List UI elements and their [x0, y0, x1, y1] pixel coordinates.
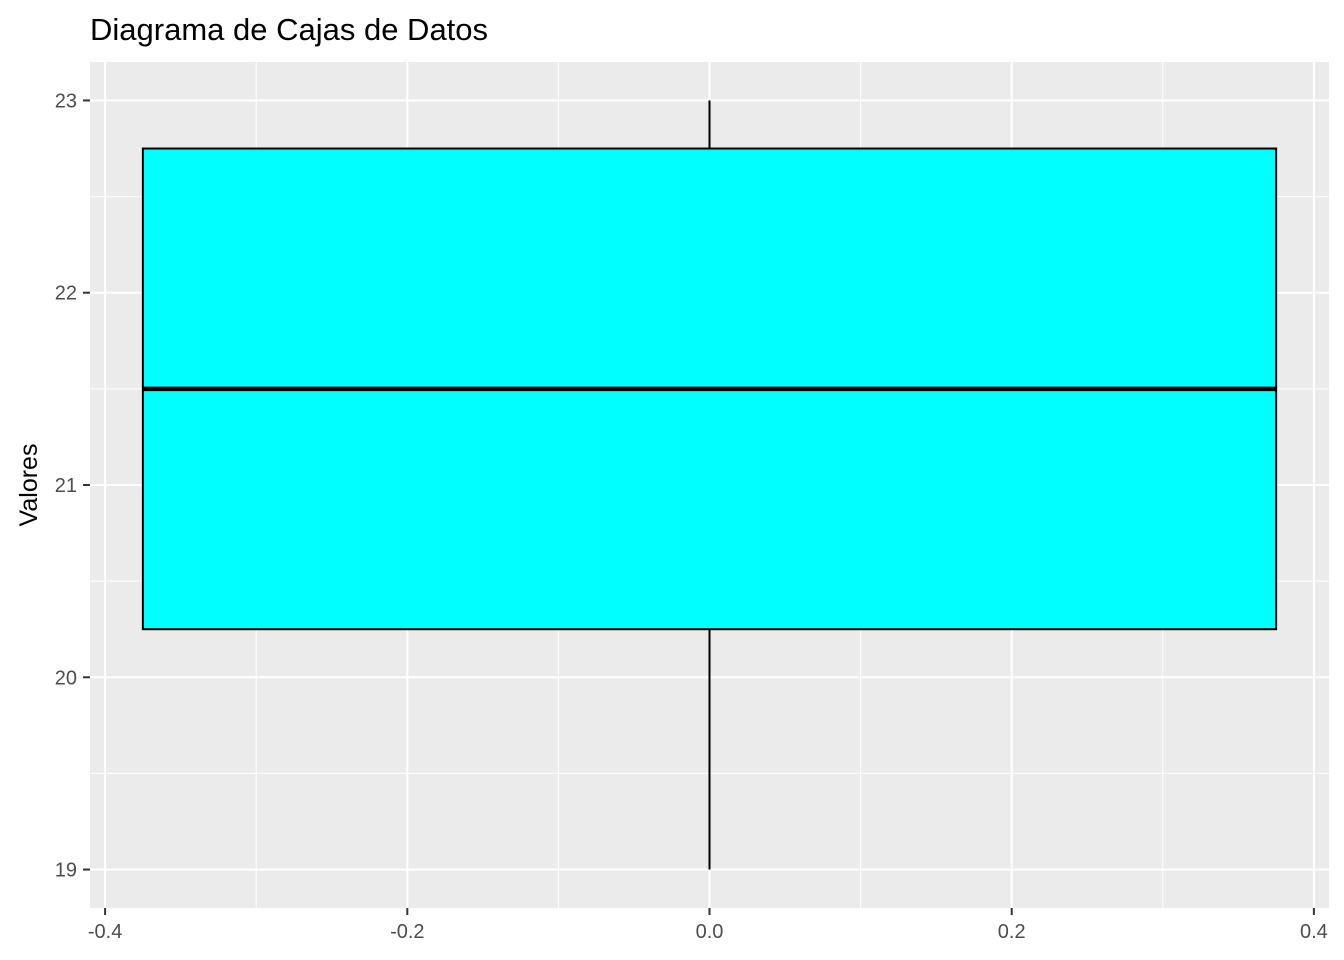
y-tick-label: 21 — [55, 475, 77, 497]
box-group — [141, 100, 1278, 870]
x-tick-label: 0.0 — [696, 921, 724, 943]
y-tick-label: 22 — [55, 283, 77, 305]
x-tick-label: 0.2 — [998, 921, 1026, 943]
x-tick-label: -0.2 — [390, 921, 424, 943]
axis-ticks — [83, 99, 1315, 915]
chart-title: Diagrama de Cajas de Datos — [90, 12, 488, 47]
axis-tick-labels: 19 20 21 22 23 -0.4 -0.2 0.0 0.2 0.4 — [55, 90, 1328, 943]
x-tick-label: -0.4 — [88, 921, 122, 943]
y-tick-label: 19 — [55, 860, 77, 882]
y-tick-label: 20 — [55, 667, 77, 689]
y-tick-label: 23 — [55, 90, 77, 112]
y-axis-title: Valores — [15, 444, 43, 527]
x-tick-label: 0.4 — [1300, 921, 1328, 943]
